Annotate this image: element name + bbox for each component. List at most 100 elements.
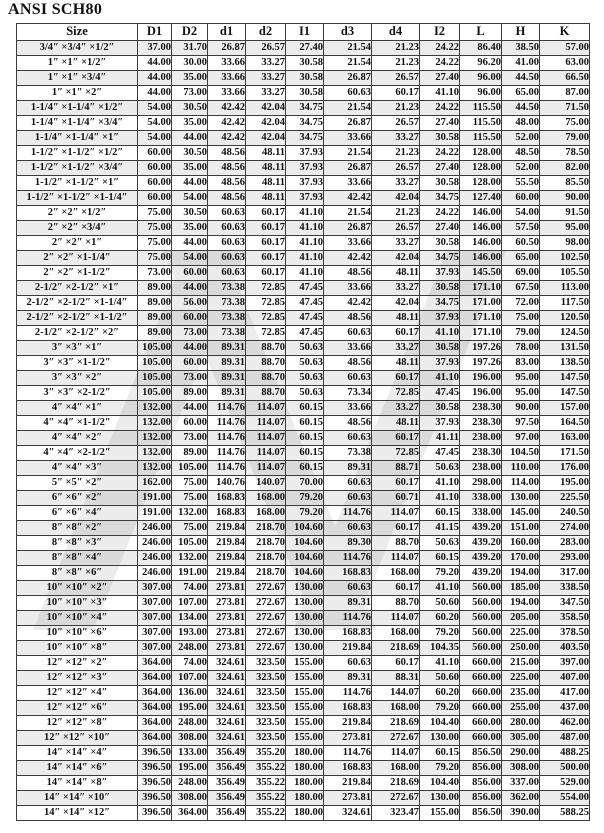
cell-d1: 73.38	[207, 295, 246, 311]
cell-i2: 41.10	[419, 490, 460, 506]
cell-h: 65.00	[501, 85, 540, 101]
cell-d2: 72.85	[245, 295, 286, 311]
cell-h: 52.00	[501, 130, 540, 146]
cell-d2: 33.27	[245, 85, 286, 101]
cell-i1: 30.58	[285, 70, 324, 86]
cell-l: 298.00	[459, 475, 502, 491]
cell-i2: 50.63	[419, 535, 460, 551]
cell-d2: 272.67	[245, 640, 286, 656]
table-row: 3/4″ ×3/4″ ×1/2″ 37.00 31.70 26.87 26.57 27.4…	[16, 40, 590, 56]
cell-d4: 42.04	[371, 190, 420, 206]
cell-size: 12″ ×12″ ×10″	[16, 730, 138, 746]
cell-l: 171.00	[459, 295, 502, 311]
cell-d2: 272.67	[245, 625, 286, 641]
cell-i2: 24.22	[419, 205, 460, 221]
cell-d1: 75.00	[137, 205, 172, 221]
cell-i1: 180.00	[285, 775, 324, 791]
cell-h: 97.50	[501, 415, 540, 431]
cell-d4: 88.71	[371, 460, 420, 476]
cell-l: 115.50	[459, 130, 502, 146]
cell-k: 120.50	[539, 310, 590, 326]
cell-d2: 107.00	[171, 595, 208, 611]
table-row: 10″ ×10″ ×8″ 307.00 248.00 273.81 272.67 130.…	[16, 640, 590, 656]
cell-d1: 356.49	[207, 760, 246, 776]
cell-d4: 88.70	[371, 595, 420, 611]
cell-d1: 73.38	[207, 280, 246, 296]
cell-d3: 219.84	[323, 715, 372, 731]
cell-i1: 130.00	[285, 610, 324, 626]
table-row: 12″ ×12″ ×2″ 364.00 74.00 324.61 323.50 155.0…	[16, 655, 590, 671]
cell-k: 63.00	[539, 55, 590, 71]
cell-d2: 72.85	[245, 325, 286, 341]
cell-d4: 26.57	[371, 160, 420, 176]
cell-d2: 30.50	[171, 145, 208, 161]
cell-k: 138.50	[539, 355, 590, 371]
cell-i2: 104.40	[419, 715, 460, 731]
cell-d2: 44.00	[171, 175, 208, 191]
cell-i1: 155.00	[285, 730, 324, 746]
cell-i1: 130.00	[285, 640, 324, 656]
cell-l: 128.00	[459, 175, 502, 191]
cell-d1: 44.00	[137, 85, 172, 101]
cell-d1: 33.66	[207, 85, 246, 101]
cell-h: 79.00	[501, 325, 540, 341]
cell-d3: 219.84	[323, 775, 372, 791]
cell-d2: 60.17	[245, 235, 286, 251]
cell-d1: 246.00	[137, 535, 172, 551]
cell-i1: 37.93	[285, 145, 324, 161]
cell-d4: 144.07	[371, 685, 420, 701]
cell-d2: 42.04	[245, 130, 286, 146]
cell-d4: 168.00	[371, 760, 420, 776]
cell-i1: 104.60	[285, 550, 324, 566]
cell-d3: 60.63	[323, 325, 372, 341]
cell-k: 105.50	[539, 265, 590, 281]
cell-d1: 273.81	[207, 610, 246, 626]
table-row: 4″ ×4″ ×3″ 132.00 105.00 114.76 114.07 60.15 8…	[16, 460, 590, 476]
cell-d3: 26.87	[323, 70, 372, 86]
cell-d1: 75.00	[137, 235, 172, 251]
cell-i2: 24.22	[419, 40, 460, 56]
cell-d2: 132.00	[171, 550, 208, 566]
cell-size: 3″ ×3″ ×2-1/2″	[16, 385, 138, 401]
cell-d1: 356.49	[207, 745, 246, 761]
cell-d3: 21.54	[323, 40, 372, 56]
cell-d1: 54.00	[137, 100, 172, 116]
table-row: 2″ ×2″ ×3/4″ 75.00 35.00 60.63 60.17 41.10 26.…	[16, 220, 590, 236]
cell-l: 171.10	[459, 310, 502, 326]
table-row: 3″ ×3″ ×2″ 105.00 73.00 89.31 88.70 50.63 60.6…	[16, 370, 590, 386]
cell-d4: 168.00	[371, 565, 420, 581]
cell-d4: 114.07	[371, 610, 420, 626]
cell-k: 407.00	[539, 670, 590, 686]
cell-d1: 396.50	[137, 775, 172, 791]
cell-d2: 88.70	[245, 340, 286, 356]
cell-d2: 168.00	[245, 490, 286, 506]
cell-d1: 54.00	[137, 115, 172, 131]
cell-d2: 60.00	[171, 415, 208, 431]
cell-d4: 33.27	[371, 340, 420, 356]
cell-d1: 114.76	[207, 415, 246, 431]
cell-i1: 130.00	[285, 595, 324, 611]
cell-d1: 273.81	[207, 580, 246, 596]
cell-d2: 48.11	[245, 145, 286, 161]
cell-d1: 48.56	[207, 190, 246, 206]
cell-d2: 105.00	[171, 535, 208, 551]
cell-d2: 73.00	[171, 85, 208, 101]
cell-d1: 89.00	[137, 280, 172, 296]
cell-d4: 21.23	[371, 145, 420, 161]
cell-d1: 364.00	[137, 730, 172, 746]
cell-d4: 60.17	[371, 370, 420, 386]
cell-l: 171.10	[459, 280, 502, 296]
cell-l: 560.00	[459, 640, 502, 656]
sch80-dimensions-table: Size D1 D2 d1 d2 I1 d3 d4 I2 L H K 3/4″ ×3/4″ ×1/2″…	[16, 23, 590, 821]
cell-size: 14″ ×14″ ×10″	[16, 790, 138, 806]
cell-k: 403.50	[539, 640, 590, 656]
cell-size: 14″ ×14″ ×12″	[16, 805, 138, 821]
cell-d1: 42.42	[207, 115, 246, 131]
table-row: 14″ ×14″ ×12″ 396.50 364.00 356.49 355.22 180…	[16, 805, 590, 821]
cell-i1: 27.40	[285, 40, 324, 56]
cell-i2: 41.10	[419, 580, 460, 596]
cell-d1: 114.76	[207, 430, 246, 446]
cell-d2: 355.20	[245, 745, 286, 761]
cell-k: 157.00	[539, 400, 590, 416]
table-row: 1-1/2″ ×1-1/2″ ×1/2″ 60.00 30.50 48.56 48.11…	[16, 145, 590, 161]
